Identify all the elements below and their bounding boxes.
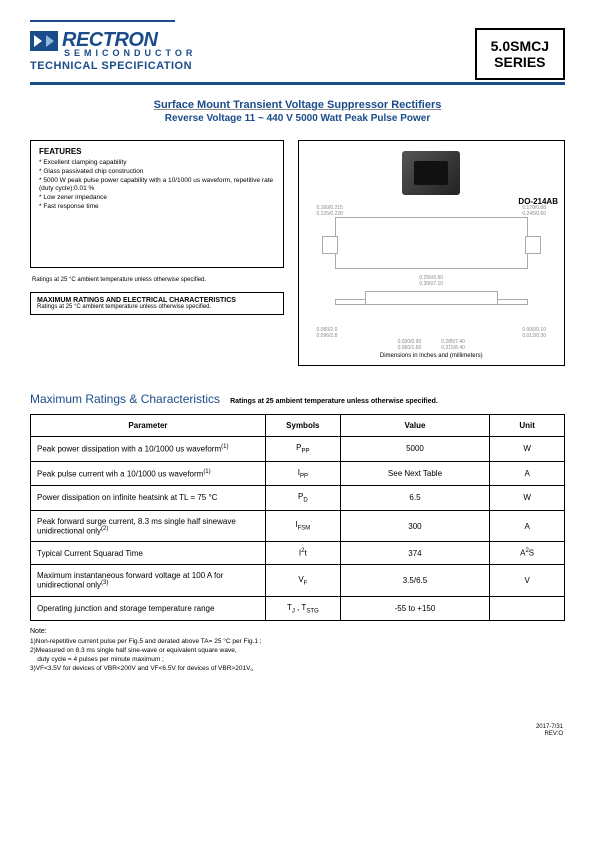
cell-symbol: I2t — [265, 542, 340, 565]
footer-rev: REV:O — [536, 731, 563, 738]
feature-item: Fast response time — [39, 203, 275, 212]
feature-item: Low zener impedance — [39, 194, 275, 203]
features-box: FEATURES Excellent clamping capability G… — [30, 140, 284, 268]
feature-item: 5000 W peak pulse power capability with … — [39, 177, 275, 195]
header-rule — [30, 20, 175, 22]
package-outline-top — [335, 217, 529, 269]
package-box: DO-214AB 0.160/0.215 0.125/0.220 0.170/0… — [298, 140, 566, 366]
package-outline-side — [335, 291, 529, 327]
series-line1: 5.0SMCJ — [491, 38, 549, 54]
cell-value: See Next Table — [340, 461, 490, 486]
ratings-table: Parameter Symbols Value Unit Peak power … — [30, 414, 565, 621]
cell-unit: A — [490, 510, 565, 542]
section-title-main: Maximum Ratings & Characteristics — [30, 392, 220, 406]
note-item: 1)Non-repetitive current pulse per Fig.5… — [30, 637, 565, 646]
th-value: Value — [340, 415, 490, 437]
cell-unit: A — [490, 461, 565, 486]
logo-subtext: SEMICONDUCTOR — [64, 48, 196, 58]
cell-symbol: IFSM — [265, 510, 340, 542]
table-header-row: Parameter Symbols Value Unit — [31, 415, 565, 437]
note-item: 2)Measured on 8.3 ms single half sine-wa… — [30, 646, 565, 655]
table-row: Peak pulse current wih a 10/1000 us wave… — [31, 461, 565, 486]
cell-parameter: Typical Current Squarad Time — [31, 542, 266, 565]
section-title-sub: Ratings at 25 ambient temperature unless… — [230, 398, 438, 405]
dim-row-side: 0.083/2.0 0.096/2.8 0.006/0.10 0.012/0.3… — [305, 327, 559, 339]
cell-value: 3.5/6.5 — [340, 565, 490, 597]
cell-value: -55 to +150 — [340, 596, 490, 621]
table-row: Operating junction and storage temperatu… — [31, 596, 565, 621]
logo-block: RECTRON SEMICONDUCTOR TECHNICAL SPECIFIC… — [30, 20, 196, 72]
cell-symbol: PPP — [265, 437, 340, 462]
doc-subtitle: Reverse Voltage 11 ~ 440 V 5000 Watt Pea… — [30, 113, 565, 124]
footer-date: 2017-7/31 — [536, 724, 563, 731]
cell-parameter: Maximum instantaneous forward voltage at… — [31, 565, 266, 597]
logo-icon — [30, 31, 58, 51]
table-row: Maximum instantaneous forward voltage at… — [31, 565, 565, 597]
th-unit: Unit — [490, 415, 565, 437]
doc-title: Surface Mount Transient Voltage Suppress… — [30, 99, 565, 111]
footer-meta: 2017-7/31 REV:O — [536, 724, 563, 738]
features-list: Excellent clamping capability Glass pass… — [39, 159, 275, 212]
cell-value: 300 — [340, 510, 490, 542]
feature-item: Excellent clamping capability — [39, 159, 275, 168]
cell-symbol: VF — [265, 565, 340, 597]
package-photo — [402, 151, 460, 195]
cell-symbol: TJ , TSTG — [265, 596, 340, 621]
page-header: RECTRON SEMICONDUCTOR TECHNICAL SPECIFIC… — [30, 20, 565, 85]
dim-left-h: 0.160/0.215 0.125/0.220 — [317, 205, 343, 217]
cell-parameter: Peak power dissipation with a 10/1000 us… — [31, 437, 266, 462]
dim-right-h: 0.170/0.88 0.245/0.60 — [522, 205, 546, 217]
max-ratings-note: Ratings at 25 °C ambient temperature unl… — [37, 304, 277, 310]
notes-block: Note: 1)Non-repetitive current pulse per… — [30, 627, 565, 673]
series-box: 5.0SMCJ SERIES — [475, 28, 565, 80]
cell-parameter: Operating junction and storage temperatu… — [31, 596, 266, 621]
table-row: Peak power dissipation with a 10/1000 us… — [31, 437, 565, 462]
cell-parameter: Peak forward surge current, 8.3 ms singl… — [31, 510, 266, 542]
title-block: Surface Mount Transient Voltage Suppress… — [30, 99, 565, 124]
features-heading: FEATURES — [39, 147, 275, 156]
ratings-note: Ratings at 25 °C ambient temperature unl… — [30, 276, 284, 284]
table-row: Peak forward surge current, 8.3 ms singl… — [31, 510, 565, 542]
dim-row-top: 0.160/0.215 0.125/0.220 0.170/0.88 0.245… — [305, 205, 559, 217]
table-row: Power dissipation on infinite heatsink a… — [31, 486, 565, 511]
dim-caption: Dimensions in inches and (millimeters) — [305, 353, 559, 359]
cell-unit: V — [490, 565, 565, 597]
cell-unit: A2S — [490, 542, 565, 565]
cell-parameter: Peak pulse current wih a 10/1000 us wave… — [31, 461, 266, 486]
cell-unit: W — [490, 486, 565, 511]
technical-specification-label: TECHNICAL SPECIFICATION — [30, 60, 196, 72]
th-parameter: Parameter — [31, 415, 266, 437]
cell-symbol: IPP — [265, 461, 340, 486]
dim-w-top: 0.256/0.50 0.306/7.10 — [305, 275, 559, 287]
note-item: duty cycle = 4 pulses per minute maximum… — [30, 655, 565, 664]
max-ratings-block: MAXIMUM RATINGS AND ELECTRICAL CHARACTER… — [30, 292, 284, 315]
cell-value: 5000 — [340, 437, 490, 462]
dim-row-bottom: 0.030/0.90 0.060/1.60 0.285/7.40 0.315/8… — [305, 339, 559, 351]
dim-bottom1: 0.030/0.90 0.060/1.60 — [398, 339, 422, 351]
cell-unit: W — [490, 437, 565, 462]
section-title: Maximum Ratings & Characteristics Rating… — [30, 392, 565, 406]
feature-item: Glass passivated chip construction — [39, 168, 275, 177]
table-row: Typical Current Squarad TimeI2t374A2S — [31, 542, 565, 565]
cell-parameter: Power dissipation on infinite heatsink a… — [31, 486, 266, 511]
package-label: DO-214AB — [518, 197, 558, 206]
mid-row: FEATURES Excellent clamping capability G… — [30, 140, 565, 366]
cell-value: 6.5 — [340, 486, 490, 511]
features-column: FEATURES Excellent clamping capability G… — [30, 140, 284, 366]
notes-heading: Note: — [30, 627, 565, 637]
cell-unit — [490, 596, 565, 621]
max-ratings-heading: MAXIMUM RATINGS AND ELECTRICAL CHARACTER… — [37, 297, 277, 304]
dim-side-right: 0.006/0.10 0.012/0.30 — [522, 327, 546, 339]
series-line2: SERIES — [491, 54, 549, 70]
dim-side-left: 0.083/2.0 0.096/2.8 — [317, 327, 338, 339]
note-item: 3)VF<3.5V for devices of VBR<200V and VF… — [30, 664, 565, 673]
th-symbols: Symbols — [265, 415, 340, 437]
dim-bottom2: 0.285/7.40 0.315/8.40 — [441, 339, 465, 351]
cell-symbol: PD — [265, 486, 340, 511]
cell-value: 374 — [340, 542, 490, 565]
